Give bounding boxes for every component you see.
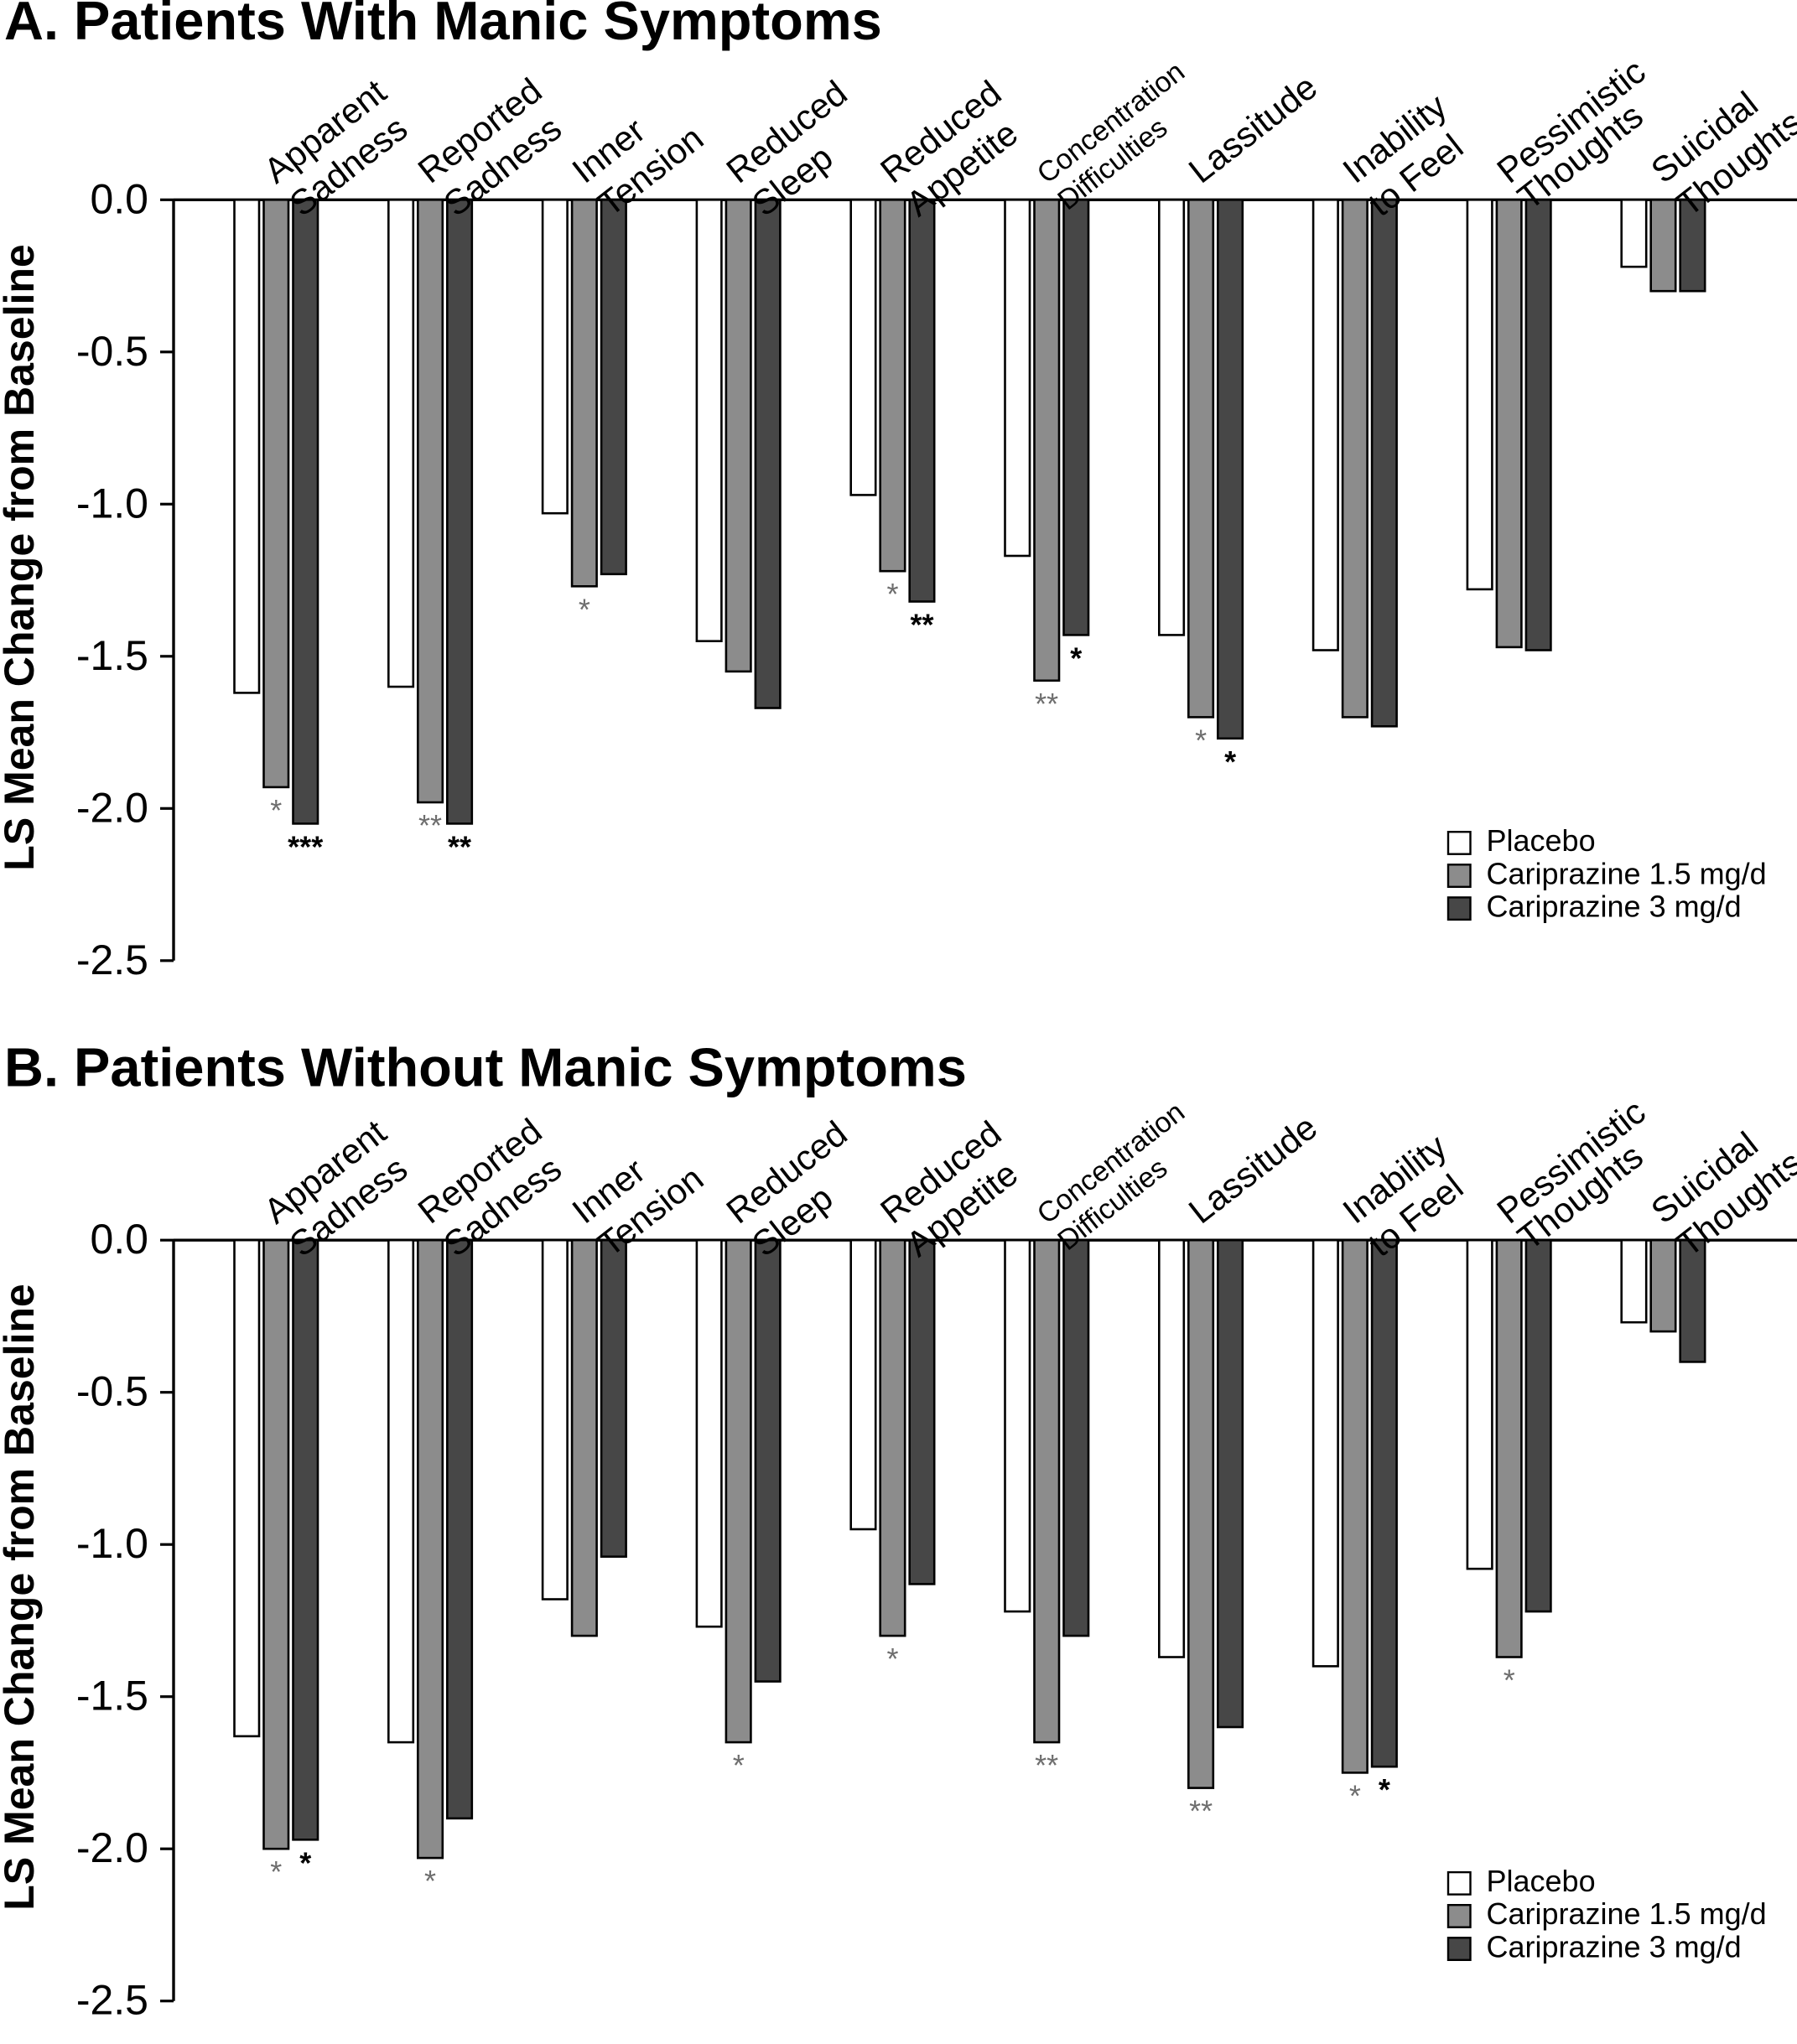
svg-text:-1.0: -1.0 bbox=[76, 1520, 148, 1567]
svg-text:**: ** bbox=[910, 608, 933, 642]
svg-text:0.0: 0.0 bbox=[90, 1216, 148, 1263]
svg-text:LS Mean Change from Baseline: LS Mean Change from Baseline bbox=[0, 244, 43, 870]
svg-text:-1.5: -1.5 bbox=[76, 632, 148, 679]
svg-text:B. Patients Without Manic Symp: B. Patients Without Manic Symptoms bbox=[4, 1037, 967, 1098]
svg-text:*: * bbox=[270, 1855, 282, 1889]
svg-text:*: * bbox=[1224, 744, 1236, 779]
svg-text:-0.5: -0.5 bbox=[76, 1368, 148, 1415]
svg-text:-2.0: -2.0 bbox=[76, 1824, 148, 1871]
svg-text:*: * bbox=[886, 1642, 898, 1676]
svg-text:-0.5: -0.5 bbox=[76, 328, 148, 375]
svg-text:**: ** bbox=[418, 808, 442, 843]
svg-text:**: ** bbox=[1189, 1794, 1213, 1829]
svg-text:*: * bbox=[733, 1748, 745, 1782]
svg-text:Cariprazine 3 mg/d: Cariprazine 3 mg/d bbox=[1487, 1929, 1742, 1964]
svg-text:*: * bbox=[424, 1864, 436, 1898]
svg-text:*: * bbox=[1070, 641, 1082, 675]
svg-text:*: * bbox=[1504, 1663, 1515, 1698]
svg-text:*: * bbox=[1195, 723, 1207, 757]
svg-text:Cariprazine 1.5 mg/d: Cariprazine 1.5 mg/d bbox=[1487, 1896, 1767, 1931]
svg-text:***: *** bbox=[288, 830, 323, 864]
svg-text:Cariprazine 3 mg/d: Cariprazine 3 mg/d bbox=[1487, 889, 1742, 923]
svg-text:**: ** bbox=[448, 830, 471, 864]
svg-text:*: * bbox=[579, 592, 590, 626]
svg-text:-1.0: -1.0 bbox=[76, 480, 148, 527]
svg-text:*: * bbox=[270, 793, 282, 827]
svg-text:*: * bbox=[1379, 1772, 1390, 1807]
svg-text:A. Patients With Manic Symptom: A. Patients With Manic Symptoms bbox=[4, 0, 882, 51]
svg-text:**: ** bbox=[1035, 1748, 1058, 1782]
svg-text:-2.0: -2.0 bbox=[76, 784, 148, 831]
svg-text:*: * bbox=[886, 577, 898, 611]
svg-text:0.0: 0.0 bbox=[90, 175, 148, 222]
svg-text:-2.5: -2.5 bbox=[76, 936, 148, 983]
svg-text:*: * bbox=[1349, 1778, 1361, 1813]
svg-text:-1.5: -1.5 bbox=[76, 1673, 148, 1720]
svg-text:-2.5: -2.5 bbox=[76, 1977, 148, 2024]
svg-text:LS Mean Change from Baseline: LS Mean Change from Baseline bbox=[0, 1284, 43, 1910]
svg-text:**: ** bbox=[1035, 687, 1058, 721]
svg-text:Placebo: Placebo bbox=[1487, 823, 1596, 858]
svg-text:Placebo: Placebo bbox=[1487, 1864, 1596, 1898]
svg-text:Cariprazine 1.5 mg/d: Cariprazine 1.5 mg/d bbox=[1487, 856, 1767, 890]
svg-text:*: * bbox=[299, 1845, 311, 1880]
